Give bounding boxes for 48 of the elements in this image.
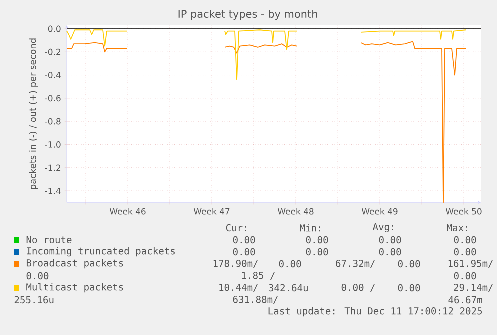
y-tick-label: -0.6	[45, 95, 61, 102]
y-tick-label: -0.4	[45, 72, 61, 78]
text: 0.00	[306, 248, 328, 256]
text: 10.44m/	[220, 284, 258, 292]
x-tick-label: Week 48	[278, 208, 314, 215]
y-tick-label: 0.0	[48, 26, 61, 32]
legend-label: Multicast packets	[26, 283, 124, 293]
x-tick-label: Week 50	[446, 208, 482, 215]
text: 342.64u	[269, 284, 308, 292]
text: 0.00	[398, 260, 420, 268]
text: 178.90m/	[214, 260, 258, 268]
chart-title: IP packet types - by month	[178, 10, 318, 20]
text: 0.00	[379, 236, 402, 244]
text: Max:	[447, 224, 468, 232]
text: 0.00	[26, 272, 49, 280]
text: Cur:	[226, 224, 246, 232]
text: 0.00	[379, 248, 402, 256]
x-tick-label: Week 47	[194, 208, 230, 215]
y-tick-label: -0.8	[45, 118, 61, 125]
text: 0.00	[454, 272, 476, 280]
text: 0.00	[306, 236, 328, 244]
y-tick-label: -1.0	[45, 142, 61, 148]
text: 631.88m/	[233, 296, 278, 304]
text: 0.00	[279, 260, 302, 268]
x-tick-label: Week 49	[362, 208, 398, 215]
text: 0.00 /	[342, 284, 376, 292]
text: 46.67m	[448, 296, 482, 304]
text: 0.00	[233, 236, 256, 244]
text: 0.00	[233, 248, 256, 256]
text: 0.00	[454, 236, 476, 244]
text: Min:	[300, 224, 320, 232]
y-axis-title: packets in (-) / out (+) per second	[29, 38, 38, 190]
text: 161.95m/	[448, 260, 494, 268]
text: 67.32m/	[336, 260, 376, 268]
text: Avg:	[372, 223, 394, 233]
x-tick-label: Week 46	[110, 208, 146, 215]
y-tick-label: -1.4	[45, 188, 61, 194]
y-tick-label: -0.2	[45, 48, 61, 56]
text: 29.14m/	[454, 284, 494, 292]
y-tick-label: -1.2	[45, 164, 61, 172]
legend-label: No route	[26, 236, 72, 244]
text: 0.00	[398, 284, 420, 292]
text: 0.00	[454, 248, 476, 256]
legend-label: Incoming truncated packets	[27, 247, 175, 257]
text: Last update: Thu Dec 11 17:00:12 2025	[268, 307, 482, 317]
legend-label: Broadcast packets	[26, 259, 124, 269]
text: 255.16u	[14, 296, 54, 304]
text: 1.85 /	[242, 272, 276, 280]
